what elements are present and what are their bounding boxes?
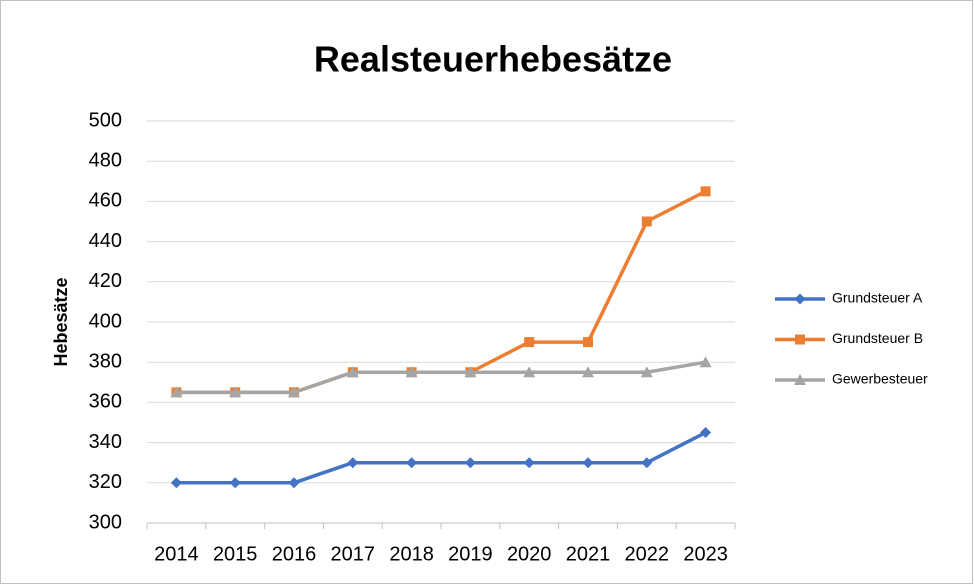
marker (170, 386, 183, 398)
marker (464, 457, 476, 469)
x-tick-label: 2015 (213, 543, 258, 565)
marker (229, 477, 241, 489)
marker (346, 366, 359, 378)
marker (795, 334, 805, 345)
marker (582, 366, 594, 378)
y-tick-label: 340 (89, 431, 122, 453)
y-tick-label: 480 (89, 149, 122, 171)
y-tick-label: 460 (89, 190, 122, 212)
series-line (176, 430, 707, 485)
marker (406, 457, 418, 469)
marker (170, 477, 182, 489)
x-tick-label: 2022 (625, 543, 670, 565)
chart-title: Realsteuerhebesätze (314, 39, 672, 80)
marker (523, 457, 535, 469)
marker (347, 457, 359, 469)
marker (700, 186, 711, 197)
x-tick-label: 2019 (448, 543, 493, 565)
y-tick-label: 500 (89, 109, 122, 131)
marker (641, 457, 653, 469)
x-tick-label: 2018 (389, 543, 434, 565)
x-tick-label: 2021 (566, 543, 611, 565)
y-tick-label: 380 (89, 350, 122, 372)
marker (794, 374, 806, 385)
y-tick-label: 400 (89, 310, 122, 332)
marker (699, 356, 712, 368)
y-tick-label: 320 (89, 471, 122, 493)
x-tick-label: 2017 (331, 543, 376, 565)
marker (464, 366, 477, 378)
marker (641, 216, 652, 227)
y-tick-label: 440 (89, 230, 122, 252)
marker (288, 477, 300, 489)
marker (582, 457, 594, 469)
marker (229, 386, 242, 398)
y-axis-label: Hebesätze (51, 277, 71, 366)
marker (524, 337, 535, 348)
marker (405, 366, 418, 378)
marker (288, 386, 300, 398)
legend-label: Grundsteuer B (832, 330, 923, 346)
y-tick-label: 300 (89, 511, 122, 533)
marker (640, 366, 653, 378)
legend-label: Grundsteuer A (832, 290, 923, 306)
marker (700, 427, 712, 439)
x-tick-label: 2016 (272, 543, 317, 565)
series-line (176, 360, 706, 395)
x-tick-label: 2020 (507, 543, 552, 565)
marker (583, 337, 593, 348)
marker (794, 293, 806, 305)
y-tick-label: 420 (89, 270, 122, 292)
x-tick-label: 2023 (683, 543, 728, 565)
y-tick-label: 360 (89, 391, 122, 413)
legend-label: Gewerbesteuer (832, 371, 928, 387)
x-tick-label: 2014 (154, 543, 199, 565)
marker (523, 366, 536, 378)
